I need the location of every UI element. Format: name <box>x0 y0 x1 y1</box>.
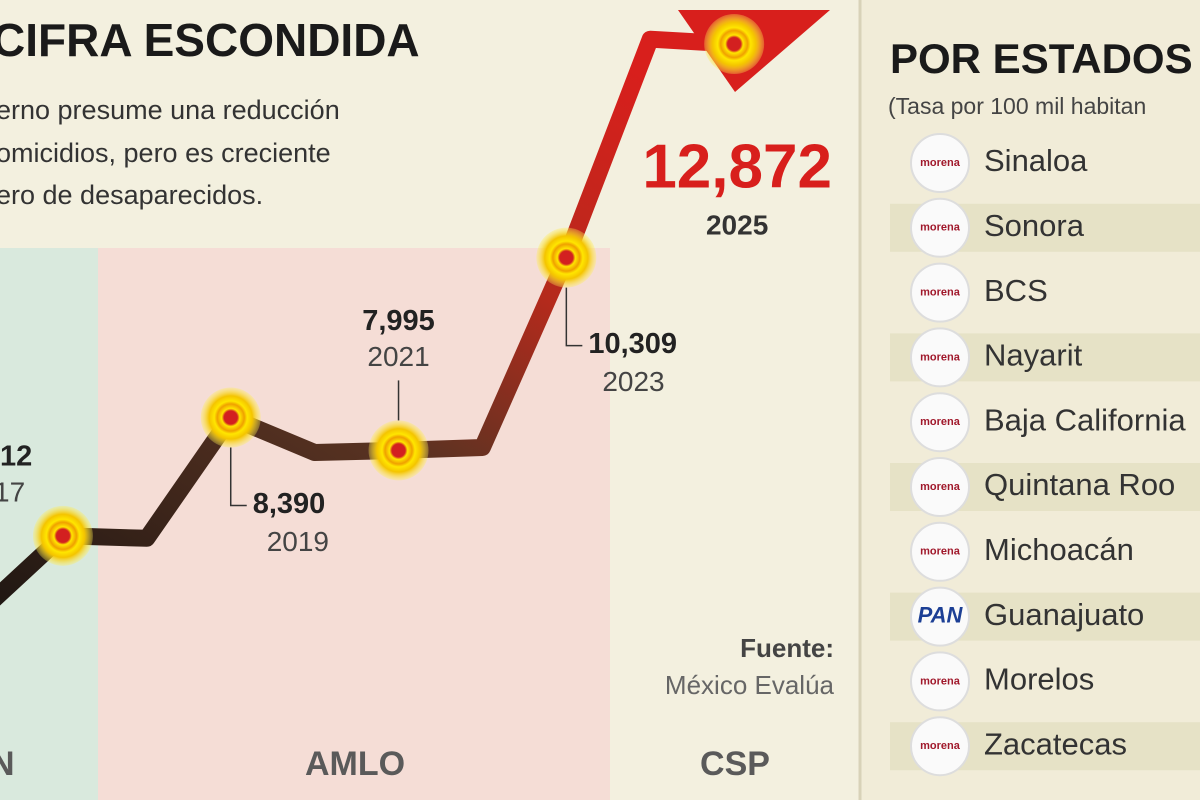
party-name: morena <box>920 675 961 687</box>
point-marker <box>32 505 93 566</box>
state-name: Sonora <box>984 208 1085 243</box>
point-marker <box>704 14 765 74</box>
chart-title: CIFRA ESCONDIDA <box>0 14 420 66</box>
year-label: 2025 <box>706 209 768 240</box>
party-name: morena <box>920 157 961 169</box>
year-label: 2023 <box>602 366 664 397</box>
party-badge <box>910 586 970 647</box>
value-label: 8,390 <box>253 488 326 520</box>
state-name: Zacatecas <box>984 726 1127 761</box>
source: México Evalúa <box>665 670 835 700</box>
leader <box>229 447 247 507</box>
source-label: Fuente: <box>740 633 834 663</box>
state-name: Sinaloa <box>984 143 1088 178</box>
point-marker <box>368 420 429 481</box>
state-name: Guanajuato <box>984 597 1144 632</box>
value-label: 7,995 <box>362 305 435 337</box>
party-badge <box>910 262 970 323</box>
data-line <box>0 30 735 606</box>
subtitle: ero de desaparecidos. <box>0 180 263 210</box>
year-label: 2019 <box>267 526 329 557</box>
party-badge <box>910 457 970 517</box>
state-name: BCS <box>984 273 1048 308</box>
state-name: Baja California <box>984 402 1186 437</box>
party-name: morena <box>920 416 961 428</box>
state-name: Michoacán <box>984 532 1134 567</box>
subtitle: erno presume una reducción <box>0 95 340 125</box>
party-badge <box>910 327 970 388</box>
panel-subtitle: (Tasa por 100 mil habitan <box>888 93 1146 119</box>
party-badge <box>910 521 970 582</box>
subtitle: omicidios, pero es creciente <box>0 138 331 168</box>
party-badge <box>910 651 970 712</box>
cropped-label: 17 <box>0 476 25 507</box>
era-label: CSP <box>700 745 770 783</box>
year-label: 2021 <box>367 341 429 372</box>
party-name: morena <box>920 287 961 299</box>
era-label: N <box>0 745 15 783</box>
party-badge <box>910 392 970 453</box>
state-list: morena Sinaloa morena Sonora morena BCS morena… <box>890 133 1200 777</box>
party-name: morena <box>920 546 961 558</box>
value-label: 12,872 <box>642 132 832 201</box>
panel-title: POR ESTADOS <box>890 35 1193 82</box>
party-badge <box>910 716 970 777</box>
party-name: PAN <box>918 602 964 627</box>
party-badge <box>910 133 970 193</box>
plot: 8,390 2019 7,995 2021 10,309 2023 12,872 2025 <box>0 14 832 606</box>
party-name: morena <box>920 481 961 493</box>
value-label: 10,309 <box>588 328 677 360</box>
point-marker <box>200 387 261 448</box>
point-marker <box>536 227 597 288</box>
era-label: AMLO <box>305 745 405 783</box>
leader <box>565 287 583 347</box>
party-name: morena <box>920 351 961 363</box>
party-badge <box>910 197 970 258</box>
party-name: morena <box>920 222 961 234</box>
cropped-label: 12 <box>0 441 32 473</box>
party-name: morena <box>920 740 961 752</box>
state-name: Quintana Roo <box>984 467 1175 502</box>
state-name: Nayarit <box>984 338 1083 373</box>
state-name: Morelos <box>984 662 1094 697</box>
